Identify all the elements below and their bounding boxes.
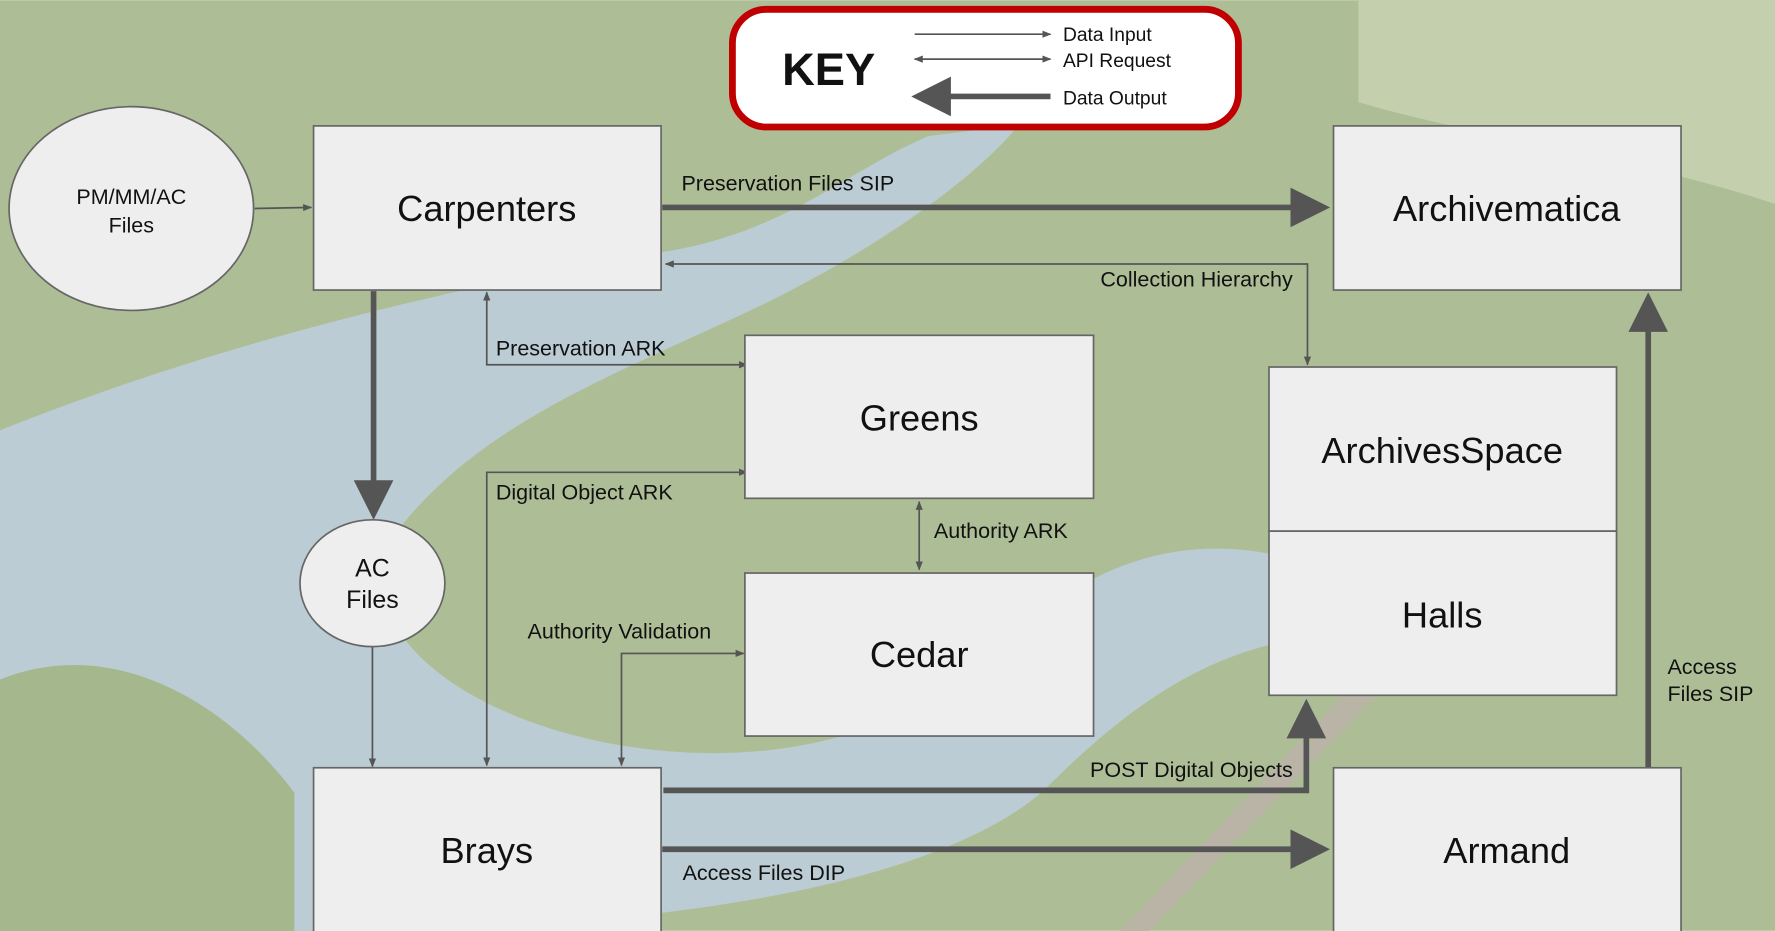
node-label: PM/MM/AC xyxy=(76,185,186,209)
edge-label: Preservation ARK xyxy=(496,337,666,361)
edge-label: Authority ARK xyxy=(934,519,1068,543)
key-title: KEY xyxy=(782,44,875,95)
edge-label: Preservation Files SIP xyxy=(681,171,894,195)
body: KEY Data Input API Request Data Output P… xyxy=(0,0,1775,931)
edge-label: Collection Hierarchy xyxy=(1100,268,1293,292)
edge-label: Digital Object ARK xyxy=(496,480,674,504)
node-label: Files xyxy=(346,586,399,614)
edge-label: Files SIP xyxy=(1667,682,1753,706)
node-label: ArchivesSpace xyxy=(1321,430,1563,471)
node-label: Brays xyxy=(440,830,533,871)
node-label: Armand xyxy=(1443,830,1570,871)
node-label: Halls xyxy=(1402,594,1483,635)
node-label: Cedar xyxy=(870,634,969,675)
page: Workflow diagram {"key": {"title": "KEY"… xyxy=(0,0,1775,931)
node-label: Carpenters xyxy=(397,188,576,229)
key-item: Data Input xyxy=(1063,25,1152,46)
node-label: AC xyxy=(355,554,390,582)
node-label: Archivematica xyxy=(1393,188,1621,229)
key-item: Data Output xyxy=(1063,88,1167,109)
node-label: Greens xyxy=(860,397,979,438)
edge-label: Access xyxy=(1667,655,1736,679)
node-ellipse xyxy=(300,520,445,647)
key: KEY Data Input API Request Data Output xyxy=(732,9,1238,127)
edge-label: POST Digital Objects xyxy=(1090,758,1293,782)
edge-label: Authority Validation xyxy=(528,620,712,644)
edge-line xyxy=(255,207,312,208)
diagram: KEY Data Input API Request Data Output P… xyxy=(0,0,1775,931)
node-label: Files xyxy=(109,213,154,237)
key-item: API Request xyxy=(1063,51,1172,72)
edge-label: Access Files DIP xyxy=(683,861,845,885)
